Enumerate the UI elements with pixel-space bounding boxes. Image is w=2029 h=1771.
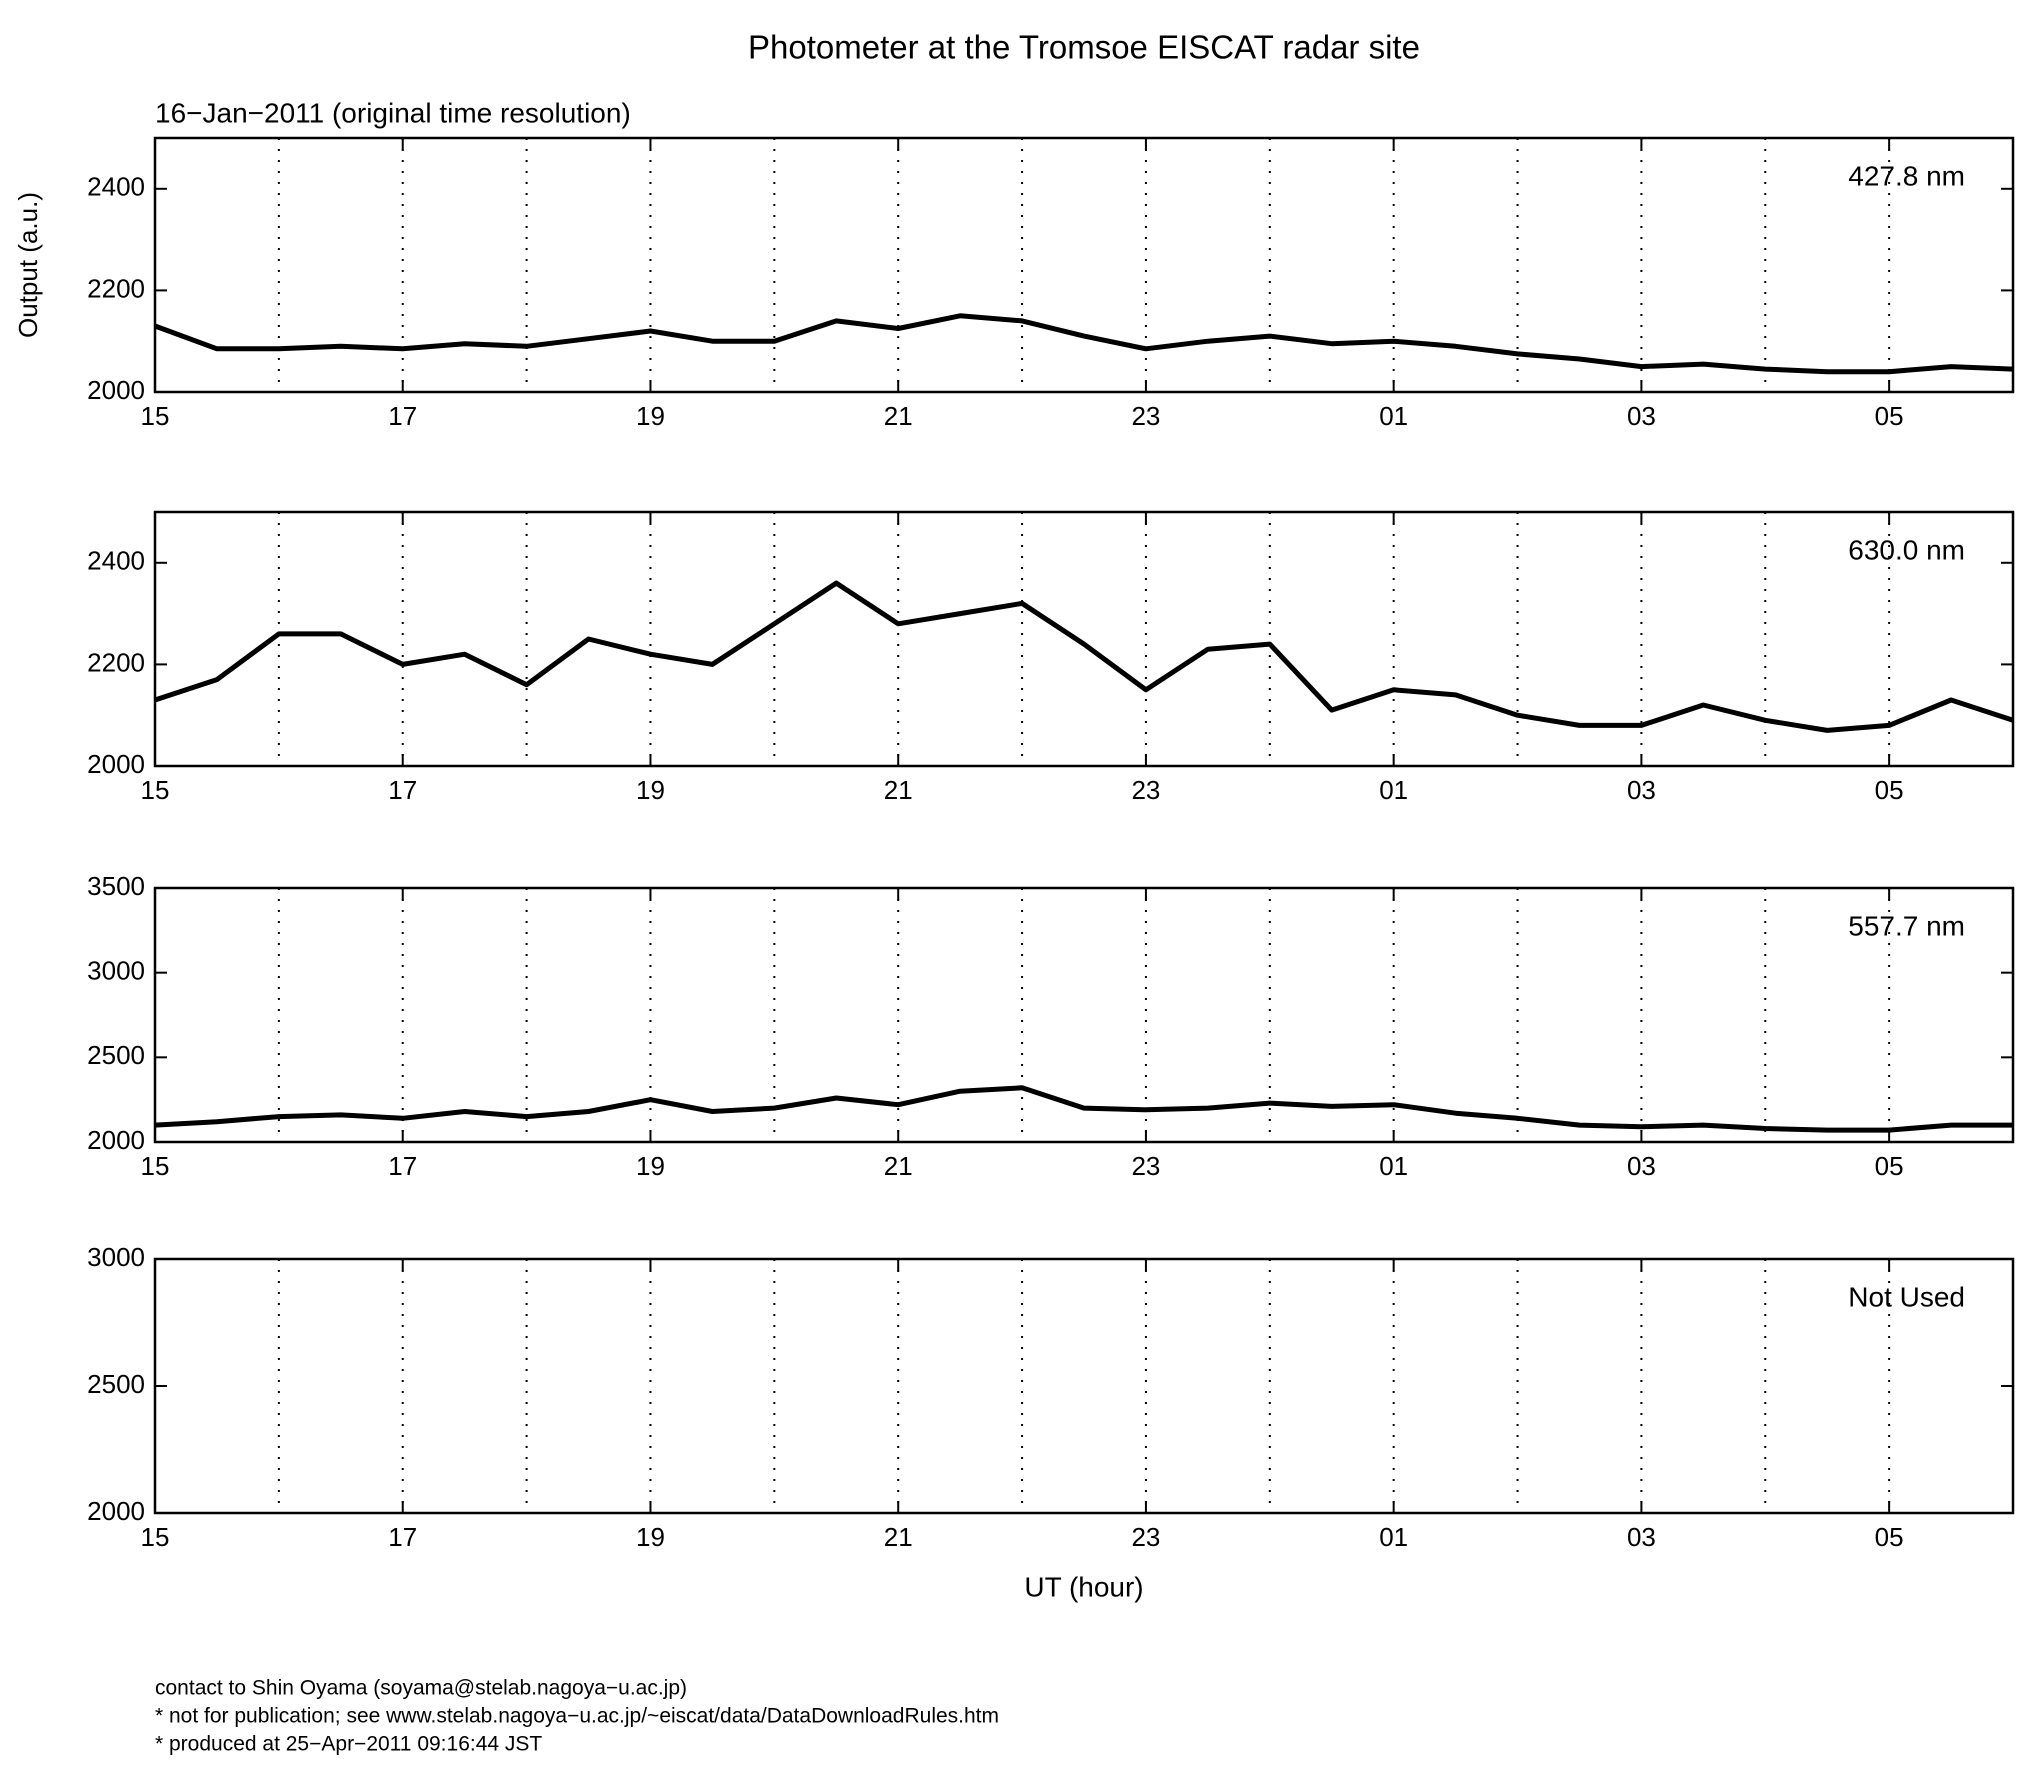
y-tick-label: 2000 [87,749,145,779]
x-tick-label: 17 [388,775,417,805]
x-tick-label: 15 [141,1522,170,1552]
y-axis-label: Output (a.u.) [13,192,43,338]
x-axis-label: UT (hour) [1024,1571,1143,1602]
data-line [154,313,2014,375]
x-tick-label: 23 [1131,1522,1160,1552]
panel-label: Not Used [1848,1281,1965,1312]
x-tick-label: 05 [1875,1151,1904,1181]
x-tick-label: 19 [636,1151,665,1181]
x-tick-label: 01 [1379,1151,1408,1181]
x-tick-label: 17 [388,1522,417,1552]
data-line [154,1085,2013,1133]
x-tick-label: 03 [1627,1522,1656,1552]
x-tick-label: 05 [1875,1522,1904,1552]
x-tick-label: 21 [884,775,913,805]
x-tick-label: 03 [1627,775,1656,805]
x-tick-label: 01 [1379,1522,1408,1552]
x-tick-label: 03 [1627,401,1656,431]
x-tick-label: 23 [1131,775,1160,805]
x-tick-label: 21 [884,1522,913,1552]
x-tick-label: 17 [388,401,417,431]
x-tick-label: 15 [141,775,170,805]
y-tick-label: 2400 [87,546,145,576]
y-tick-label: 2200 [87,273,145,303]
y-tick-label: 2000 [87,1496,145,1526]
x-tick-label: 21 [884,1151,913,1181]
data-line [154,580,2014,733]
footer-line: contact to Shin Oyama (soyama@stelab.nag… [155,1677,687,1700]
y-tick-label: 2200 [87,647,145,677]
chart-subtitle: 16−Jan−2011 (original time resolution) [155,97,631,128]
plot-frame [153,1257,2015,1515]
x-tick-label: 05 [1875,401,1904,431]
footer-line: * produced at 25−Apr−2011 09:16:44 JST [155,1733,542,1756]
plot-frame [153,886,2015,1144]
y-tick-label: 2500 [87,1369,145,1399]
x-tick-label: 15 [141,401,170,431]
y-tick-label: 3000 [87,956,145,986]
y-tick-label: 3500 [87,871,145,901]
x-tick-label: 01 [1379,401,1408,431]
y-tick-label: 2000 [87,375,145,405]
x-tick-label: 19 [636,775,665,805]
x-tick-label: 19 [636,401,665,431]
x-tick-label: 05 [1875,775,1904,805]
panel-label: 427.8 nm [1848,160,1965,191]
y-tick-label: 3000 [87,1242,145,1272]
x-tick-label: 15 [141,1151,170,1181]
plot-frame [153,510,2015,768]
x-tick-label: 23 [1131,401,1160,431]
x-tick-label: 23 [1131,1151,1160,1181]
y-tick-label: 2400 [87,172,145,202]
x-tick-label: 03 [1627,1151,1656,1181]
y-tick-label: 2500 [87,1040,145,1070]
panel-label: 630.0 nm [1848,534,1965,565]
y-tick-label: 2000 [87,1125,145,1155]
panel-label: 557.7 nm [1848,910,1965,941]
footer-line: * not for publication; see www.stelab.na… [155,1705,999,1728]
x-tick-label: 01 [1379,775,1408,805]
x-tick-label: 21 [884,401,913,431]
x-tick-label: 19 [636,1522,665,1552]
chart-title: Photometer at the Tromsoe EISCAT radar s… [748,29,1420,66]
x-tick-label: 17 [388,1151,417,1181]
plot-frame [153,136,2015,394]
